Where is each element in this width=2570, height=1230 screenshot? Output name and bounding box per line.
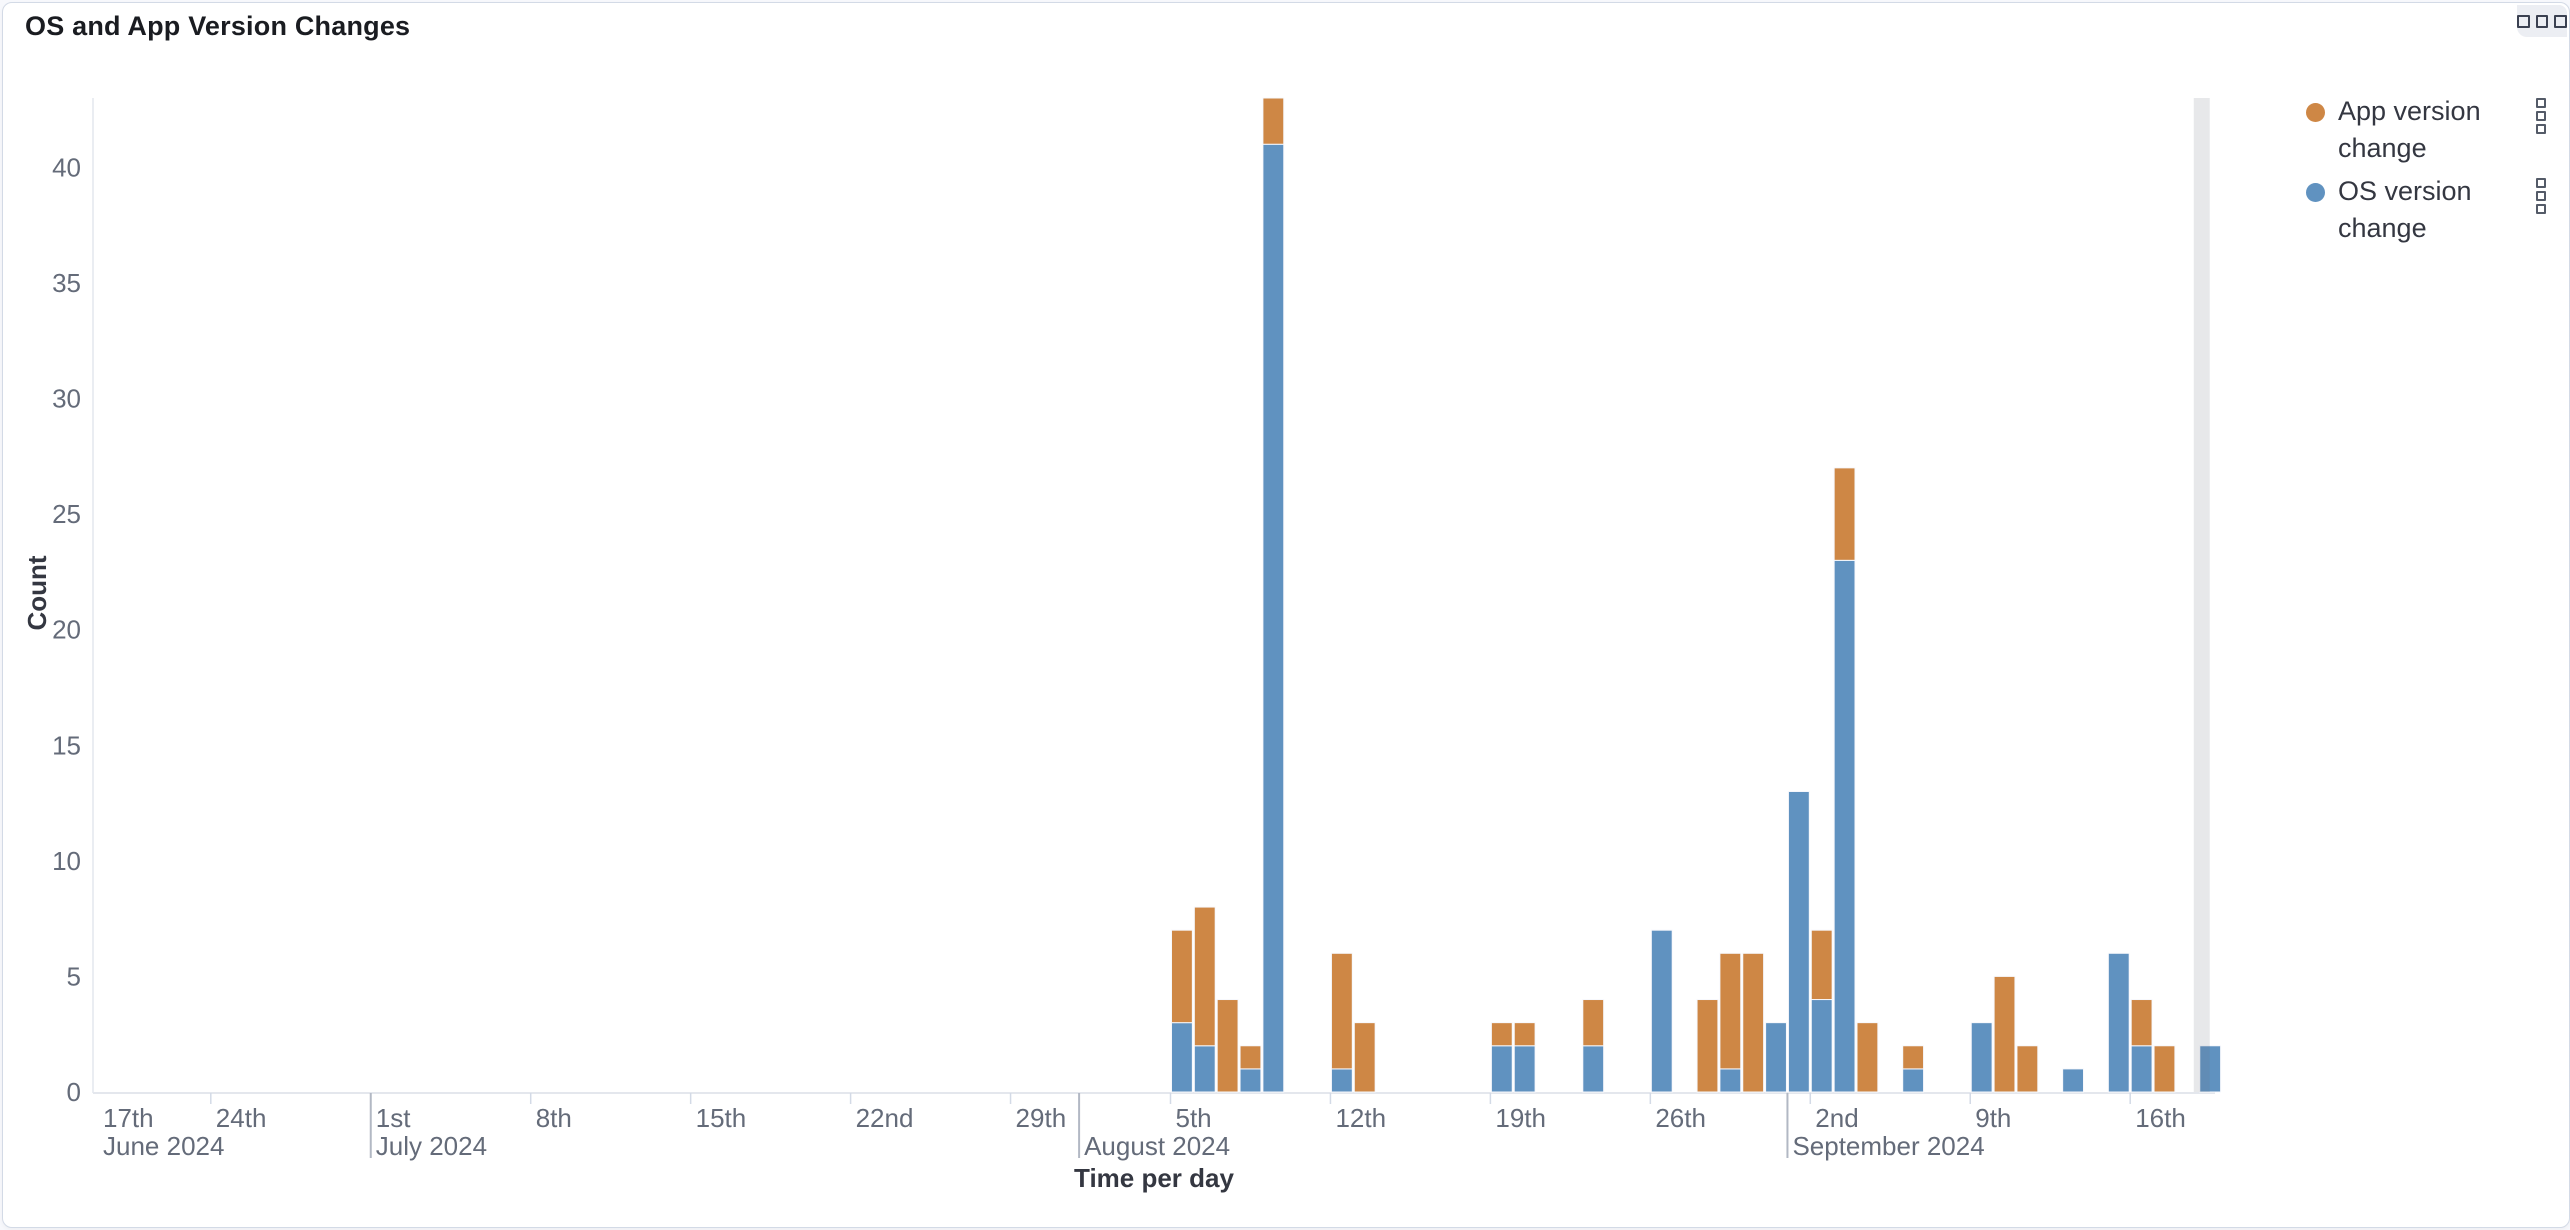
partial-bucket-band	[2193, 98, 2210, 1092]
bar-segment-os-version-change[interactable]	[1490, 1045, 1513, 1093]
bar-segment-os-version-change[interactable]	[1513, 1045, 1536, 1093]
bar-segment-app-version-change[interactable]	[1582, 999, 1605, 1047]
x-tick-label: 26th	[1655, 1103, 1706, 1133]
y-tick-label: 35	[52, 268, 81, 298]
x-tick-month-label: July 2024	[376, 1131, 487, 1161]
x-axis-title: Time per day	[1074, 1163, 1234, 1193]
legend: App version change OS version change	[2296, 93, 2558, 253]
bar-segment-os-version-change[interactable]	[1765, 1022, 1787, 1093]
legend-options-icon[interactable]	[2528, 176, 2554, 216]
bar-segment-os-version-change[interactable]	[1902, 1068, 1925, 1093]
x-tick-label: 2nd	[1815, 1103, 1858, 1133]
bar-segment-app-version-change[interactable]	[1902, 1045, 1925, 1070]
x-tick-label: 9th	[1975, 1103, 2011, 1133]
square-icon	[2536, 124, 2546, 134]
x-tick-label: 19th	[1495, 1103, 1546, 1133]
x-tick-label: 5th	[1176, 1103, 1212, 1133]
square-icon	[2535, 14, 2549, 28]
legend-swatch-app	[2306, 103, 2325, 122]
bar-segment-app-version-change[interactable]	[1171, 929, 1193, 1024]
bar-segment-app-version-change[interactable]	[2130, 999, 2153, 1047]
y-tick-label: 15	[52, 730, 81, 760]
bar-segment-app-version-change[interactable]	[1353, 1022, 1376, 1093]
bar-segment-os-version-change[interactable]	[1970, 1022, 1993, 1093]
x-tick-month-label: August 2024	[1084, 1131, 1230, 1161]
bar-segment-app-version-change[interactable]	[1262, 97, 1285, 145]
y-tick-label: 10	[52, 846, 81, 876]
x-tick-label: 15th	[696, 1103, 747, 1133]
square-icon	[2517, 14, 2530, 28]
bar-segment-os-version-change[interactable]	[2107, 952, 2130, 1093]
legend-swatch-os	[2306, 183, 2325, 202]
bar-segment-os-version-change[interactable]	[1833, 559, 1856, 1093]
y-axis-title: Count	[21, 555, 52, 631]
x-tick-month-label: June 2024	[103, 1131, 224, 1161]
square-icon	[2536, 191, 2546, 201]
y-tick-label: 5	[67, 961, 81, 991]
legend-item-app-version-change[interactable]: App version change	[2296, 93, 2558, 167]
x-tick-label: 8th	[536, 1103, 572, 1133]
bar-segment-app-version-change[interactable]	[1239, 1045, 1262, 1070]
bar-segment-os-version-change[interactable]	[1810, 999, 1833, 1093]
square-icon	[2536, 178, 2546, 188]
bar-segment-os-version-change[interactable]	[1171, 1022, 1193, 1093]
bar-segment-os-version-change[interactable]	[2130, 1045, 2153, 1093]
bar-segment-os-version-change[interactable]	[1719, 1068, 1742, 1093]
bar-segment-os-version-change[interactable]	[1582, 1045, 1605, 1093]
bar-segment-os-version-change[interactable]	[1787, 790, 1810, 1093]
y-tick-label: 0	[67, 1077, 81, 1107]
square-icon	[2536, 204, 2546, 214]
legend-options-icon[interactable]	[2528, 96, 2554, 136]
bar-segment-app-version-change[interactable]	[1833, 467, 1856, 561]
x-tick-label: 12th	[1335, 1103, 1386, 1133]
bar-segment-app-version-change[interactable]	[2016, 1045, 2039, 1093]
y-tick-label: 20	[52, 615, 81, 645]
bar-segment-os-version-change[interactable]	[1239, 1068, 1262, 1093]
bar-segment-os-version-change[interactable]	[1650, 929, 1673, 1093]
bar-segment-app-version-change[interactable]	[1513, 1022, 1536, 1047]
bar-segment-os-version-change[interactable]	[1193, 1045, 1216, 1093]
bar-segment-app-version-change[interactable]	[2153, 1045, 2176, 1093]
bar-segment-app-version-change[interactable]	[1810, 929, 1833, 1001]
panel-title: OS and App Version Changes	[25, 11, 411, 41]
bar-segment-app-version-change[interactable]	[1490, 1022, 1513, 1047]
panel-options-button[interactable]	[2517, 5, 2568, 37]
bar-segment-app-version-change[interactable]	[1719, 952, 1742, 1070]
bar-segment-app-version-change[interactable]	[1856, 1022, 1879, 1093]
x-tick-label: 17th	[103, 1103, 154, 1133]
y-tick-label: 25	[52, 499, 81, 529]
x-tick-month-label: September 2024	[1792, 1131, 1984, 1161]
square-icon	[2536, 98, 2546, 108]
bar-segment-os-version-change[interactable]	[2062, 1068, 2084, 1093]
y-tick-label: 30	[52, 384, 81, 414]
bar-segment-os-version-change[interactable]	[2199, 1045, 2222, 1093]
x-tick-label: 16th	[2135, 1103, 2186, 1133]
x-tick-label: 1st	[376, 1103, 411, 1133]
x-tick-label: 29th	[1016, 1103, 1067, 1133]
bar-segment-app-version-change[interactable]	[1216, 999, 1239, 1093]
bar-segment-app-version-change[interactable]	[1330, 952, 1353, 1070]
bar-segment-app-version-change[interactable]	[1993, 975, 2016, 1093]
bar-segment-os-version-change[interactable]	[1262, 143, 1285, 1093]
legend-item-os-version-change[interactable]: OS version change	[2296, 173, 2558, 247]
square-icon	[2554, 14, 2568, 28]
bar-segment-app-version-change[interactable]	[1742, 952, 1765, 1093]
bar-segment-app-version-change[interactable]	[1193, 906, 1216, 1047]
y-tick-label: 40	[52, 152, 81, 182]
square-icon	[2536, 111, 2546, 121]
legend-label: OS version change	[2338, 176, 2472, 243]
x-tick-label: 24th	[216, 1103, 267, 1133]
bar-segment-app-version-change[interactable]	[1696, 999, 1719, 1093]
legend-label: App version change	[2338, 96, 2481, 163]
x-tick-label: 22nd	[856, 1103, 914, 1133]
bar-segment-os-version-change[interactable]	[1330, 1068, 1353, 1093]
